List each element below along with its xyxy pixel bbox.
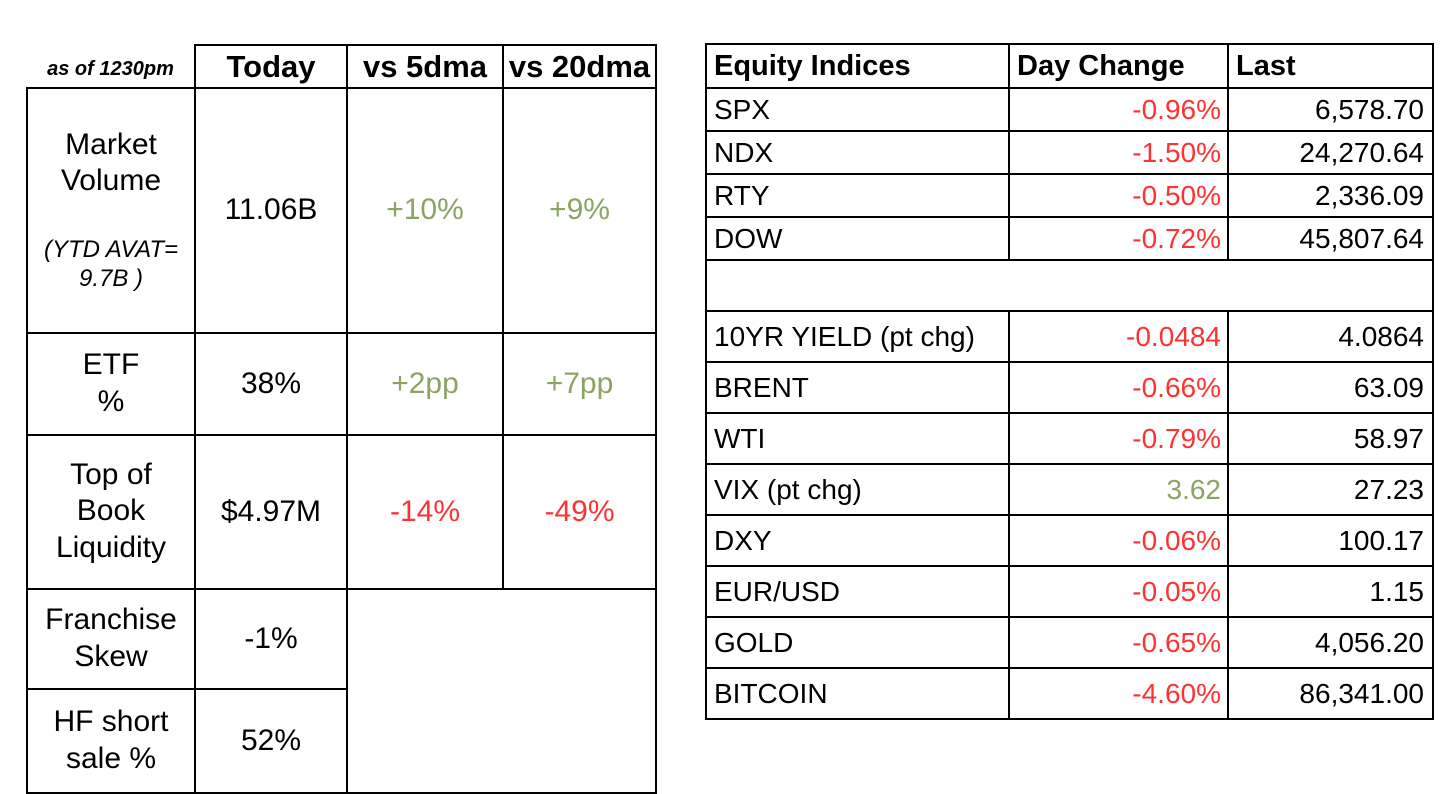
10yr-yield-last: 4.0864 [1227, 310, 1434, 363]
10yr-yield-day-change: -0.0484 [1008, 310, 1229, 363]
table-row: WTI -0.79% 58.97 [705, 412, 1434, 465]
ticker-label-spx: SPX [705, 87, 1010, 132]
column-header-vs-5dma: vs 5dma [346, 44, 504, 89]
ticker-label-gold: GOLD [705, 616, 1010, 669]
column-header-vs-20dma: vs 20dma [502, 44, 657, 89]
table-row: 10YR YIELD (pt chg) -0.0484 4.0864 [705, 310, 1434, 363]
row-label-etf-pct: ETF % [26, 331, 196, 436]
etf-pct-today-value: 38% [194, 331, 348, 436]
brent-last: 63.09 [1227, 361, 1434, 414]
gold-day-change: -0.65% [1008, 616, 1229, 669]
eurusd-last: 1.15 [1227, 565, 1434, 618]
table-row: SPX -0.96% 6,578.70 [705, 87, 1434, 132]
spx-last: 6,578.70 [1227, 87, 1434, 132]
equity-indices-table: Equity Indices Day Change Last SPX -0.96… [705, 43, 1434, 720]
market-internals-table: as of 1230pm Today vs 5dma vs 20dma Mark… [26, 44, 657, 794]
ticker-label-bitcoin: BITCOIN [705, 667, 1010, 720]
ticker-label-wti: WTI [705, 412, 1010, 465]
wti-day-change: -0.79% [1008, 412, 1229, 465]
table-row: DOW -0.72% 45,807.64 [705, 216, 1434, 261]
ticker-label-brent: BRENT [705, 361, 1010, 414]
hf-short-sale-today-value: 52% [194, 687, 348, 794]
table-row: VIX (pt chg) 3.62 27.23 [705, 463, 1434, 516]
as-of-timestamp: as of 1230pm [47, 58, 174, 80]
row-sublabel-ytd-avat: (YTD AVAT= 9.7B ) [43, 236, 179, 293]
franchise-skew-today-value: -1% [194, 587, 348, 690]
table-row: ETF % 38% +2pp +7pp [26, 331, 657, 436]
rty-day-change: -0.50% [1008, 173, 1229, 218]
liquidity-vs5dma-value: -14% [346, 433, 504, 590]
table-row: BITCOIN -4.60% 86,341.00 [705, 667, 1434, 720]
table-row: Market Volume (YTD AVAT= 9.7B ) 11.06B +… [26, 87, 657, 334]
ticker-label-dxy: DXY [705, 514, 1010, 567]
table-row: Franchise Skew -1% [26, 587, 657, 794]
table-row: DXY -0.06% 100.17 [705, 514, 1434, 567]
liquidity-today-value: $4.97M [194, 433, 348, 590]
eurusd-day-change: -0.05% [1008, 565, 1229, 618]
table-row: Top of Book Liquidity $4.97M -14% -49% [26, 433, 657, 590]
vix-day-change: 3.62 [1008, 463, 1229, 516]
column-header-last: Last [1227, 43, 1434, 89]
table-row: NDX -1.50% 24,270.64 [705, 130, 1434, 175]
wti-last: 58.97 [1227, 412, 1434, 465]
column-header-day-change: Day Change [1008, 43, 1229, 89]
etf-pct-vs20dma-value: +7pp [502, 331, 657, 436]
ticker-label-10yr-yield: 10YR YIELD (pt chg) [705, 310, 1010, 363]
dxy-last: 100.17 [1227, 514, 1434, 567]
bitcoin-day-change: -4.60% [1008, 667, 1229, 720]
row-label-franchise-skew: Franchise Skew [26, 587, 196, 690]
spacer-row [705, 259, 1434, 312]
right-table-header-row: Equity Indices Day Change Last [705, 43, 1434, 89]
row-label-hf-short-sale-pct: HF short sale % [26, 687, 196, 794]
ticker-label-eurusd: EUR/USD [705, 565, 1010, 618]
row-label-text: Market Volume [60, 127, 162, 198]
market-volume-vs5dma-value: +10% [346, 87, 504, 334]
table-row: GOLD -0.65% 4,056.20 [705, 616, 1434, 669]
dow-last: 45,807.64 [1227, 216, 1434, 261]
rty-last: 2,336.09 [1227, 173, 1434, 218]
table-row: EUR/USD -0.05% 1.15 [705, 565, 1434, 618]
empty-merged-cell [346, 587, 657, 794]
ticker-label-ndx: NDX [705, 130, 1010, 175]
ticker-label-rty: RTY [705, 173, 1010, 218]
etf-pct-vs5dma-value: +2pp [346, 331, 504, 436]
column-header-today: Today [194, 44, 348, 89]
ndx-day-change: -1.50% [1008, 130, 1229, 175]
liquidity-vs20dma-value: -49% [502, 433, 657, 590]
bitcoin-last: 86,341.00 [1227, 667, 1434, 720]
row-label-top-of-book-liquidity: Top of Book Liquidity [26, 433, 196, 590]
column-header-equity-indices: Equity Indices [705, 43, 1010, 89]
ticker-label-vix: VIX (pt chg) [705, 463, 1010, 516]
ticker-label-dow: DOW [705, 216, 1010, 261]
ndx-last: 24,270.64 [1227, 130, 1434, 175]
spacer-cell [705, 259, 1434, 312]
table-row: RTY -0.50% 2,336.09 [705, 173, 1434, 218]
dxy-day-change: -0.06% [1008, 514, 1229, 567]
table-row: BRENT -0.66% 63.09 [705, 361, 1434, 414]
market-volume-today-value: 11.06B [194, 87, 348, 334]
brent-day-change: -0.66% [1008, 361, 1229, 414]
spx-day-change: -0.96% [1008, 87, 1229, 132]
market-volume-vs20dma-value: +9% [502, 87, 657, 334]
left-table-header-row: as of 1230pm Today vs 5dma vs 20dma [27, 44, 657, 89]
vix-last: 27.23 [1227, 463, 1434, 516]
dow-day-change: -0.72% [1008, 216, 1229, 261]
gold-last: 4,056.20 [1227, 616, 1434, 669]
row-label-market-volume: Market Volume (YTD AVAT= 9.7B ) [26, 87, 196, 334]
